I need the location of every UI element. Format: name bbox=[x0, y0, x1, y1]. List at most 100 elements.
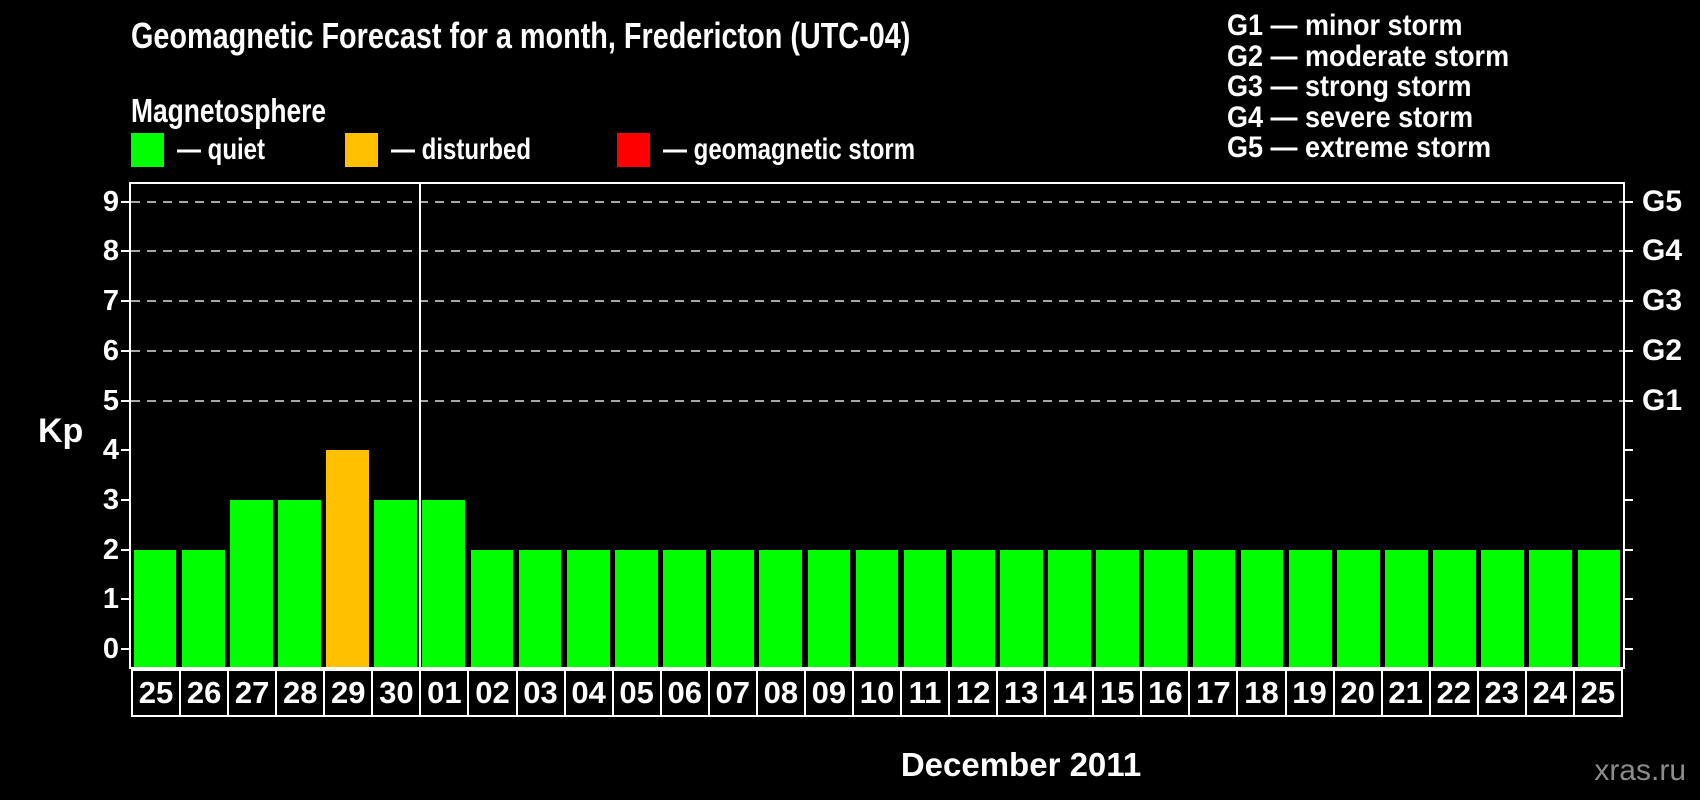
day-label-cell: 08 bbox=[755, 669, 806, 717]
y-axis-tick-right bbox=[1623, 449, 1633, 452]
kp-bar bbox=[1481, 549, 1525, 667]
y-axis-tick-label: 0 bbox=[102, 633, 119, 665]
kp-bar bbox=[614, 549, 658, 667]
day-label-cell: 04 bbox=[563, 669, 614, 717]
y-axis-tick-left bbox=[121, 648, 131, 650]
y-axis-tick-left bbox=[121, 598, 131, 601]
watermark: xras.ru bbox=[1594, 754, 1686, 787]
day-label-cell: 09 bbox=[803, 669, 854, 717]
kp-bar bbox=[326, 450, 369, 667]
storm-scale-legend-item-g2: G2 — moderate storm bbox=[1227, 39, 1510, 73]
kp-bar bbox=[470, 549, 514, 667]
y-axis-tick-right bbox=[1623, 399, 1633, 402]
day-label-cell: 07 bbox=[707, 669, 758, 717]
kp-bar bbox=[1096, 549, 1139, 667]
storm-scale-legend-item-g5: G5 — extreme storm bbox=[1227, 131, 1492, 165]
day-label-cell: 19 bbox=[1284, 669, 1335, 717]
day-label-cell: 25 bbox=[1572, 669, 1623, 717]
y-axis-tick-left bbox=[121, 349, 131, 352]
day-label-cell: 28 bbox=[275, 669, 326, 717]
day-label-cell: 10 bbox=[851, 669, 902, 717]
storm-color-swatch bbox=[617, 133, 650, 167]
day-label-cell: 21 bbox=[1380, 669, 1431, 717]
day-label-cell: 26 bbox=[179, 669, 230, 717]
y-axis-title: Kp bbox=[38, 412, 84, 450]
kp-bar bbox=[951, 549, 995, 667]
y-axis-tick-right bbox=[1623, 498, 1633, 501]
day-label-cell: 05 bbox=[611, 669, 662, 717]
day-label-cell: 03 bbox=[515, 669, 566, 717]
x-axis-title: December 2011 bbox=[900, 746, 1142, 783]
y-axis-tick-right bbox=[1623, 200, 1633, 203]
y-axis-tick-right bbox=[1623, 349, 1633, 352]
g-scale-axis-label: G1 bbox=[1642, 383, 1683, 417]
legend-item-disturbed: — disturbed bbox=[345, 133, 566, 167]
day-label-cell: 14 bbox=[1044, 669, 1095, 717]
y-axis-tick-label: 7 bbox=[102, 285, 119, 318]
y-axis-tick-label: 4 bbox=[102, 434, 119, 467]
g-scale-axis-label: G5 bbox=[1642, 184, 1683, 218]
y-axis-tick-label: 8 bbox=[102, 235, 119, 268]
y-axis-tick-left bbox=[121, 200, 131, 203]
y-axis-tick-left bbox=[121, 498, 131, 501]
kp-bar bbox=[133, 549, 177, 667]
y-axis-tick-label: 3 bbox=[102, 483, 119, 516]
y-axis-tick-right bbox=[1623, 598, 1633, 601]
kp-bar bbox=[278, 499, 321, 667]
chart-title: Geomagnetic Forecast for a month, Freder… bbox=[131, 15, 911, 56]
y-axis-tick-right bbox=[1623, 648, 1633, 650]
quiet-color-swatch bbox=[131, 133, 164, 167]
kp-bar bbox=[1336, 549, 1380, 667]
kp-bar bbox=[855, 549, 899, 667]
day-label-cell: 11 bbox=[900, 669, 951, 717]
y-axis-tick-label: 1 bbox=[102, 583, 119, 616]
y-axis-tick-left bbox=[121, 300, 131, 303]
disturbed-color-swatch bbox=[345, 133, 378, 167]
kp-bar bbox=[566, 549, 610, 667]
kp-bar bbox=[1144, 549, 1188, 667]
kp-bar bbox=[229, 499, 273, 667]
legend-item-quiet-label: — quiet bbox=[177, 133, 265, 166]
gridline bbox=[131, 349, 1623, 352]
legend-item-storm: — geomagnetic storm bbox=[617, 133, 978, 167]
kp-bar bbox=[1433, 549, 1476, 667]
day-label-cell: 24 bbox=[1524, 669, 1575, 717]
g-scale-axis-label: G2 bbox=[1642, 333, 1683, 367]
kp-bar bbox=[1048, 549, 1091, 667]
y-axis-tick-label: 2 bbox=[102, 533, 119, 566]
kp-bar bbox=[181, 549, 225, 667]
kp-bar bbox=[807, 549, 851, 667]
day-label-cell: 18 bbox=[1236, 669, 1287, 717]
y-axis-tick-left bbox=[121, 449, 131, 452]
day-label-cell: 01 bbox=[419, 669, 470, 717]
kp-bar bbox=[374, 499, 418, 667]
kp-bar bbox=[759, 549, 803, 667]
kp-bar bbox=[663, 549, 706, 667]
y-axis-tick-right bbox=[1623, 250, 1633, 253]
y-axis-tick-right bbox=[1623, 300, 1633, 303]
day-label-cell: 29 bbox=[323, 669, 374, 717]
storm-scale-legend: G1 — minor storm G2 — moderate storm G3 … bbox=[1227, 10, 1700, 165]
legend-item-storm-label: — geomagnetic storm bbox=[663, 133, 916, 166]
kp-bar bbox=[422, 499, 466, 667]
day-label-cell: 12 bbox=[948, 669, 999, 717]
gridline bbox=[131, 200, 1623, 203]
y-axis-tick-right bbox=[1623, 548, 1633, 551]
day-label-cell: 15 bbox=[1092, 669, 1143, 717]
day-label-cell: 23 bbox=[1476, 669, 1527, 717]
y-axis-tick-label: 9 bbox=[102, 185, 119, 218]
month-separator-line bbox=[418, 184, 421, 667]
x-axis-day-labels: 25 26 27 28 29 30 01 02 03 04 05 06 07 08 09 10 11 12 13 14… bbox=[131, 669, 1623, 717]
day-label-cell: 30 bbox=[371, 669, 422, 717]
kp-bar bbox=[1385, 549, 1428, 667]
day-label-cell: 20 bbox=[1332, 669, 1383, 717]
storm-scale-legend-item-g4: G4 — severe storm bbox=[1227, 100, 1474, 134]
kp-bar bbox=[711, 549, 754, 667]
day-label-cell: 06 bbox=[659, 669, 710, 717]
gridline bbox=[131, 300, 1623, 303]
day-label-cell: 02 bbox=[467, 669, 518, 717]
kp-bar bbox=[1192, 549, 1236, 667]
y-axis-tick-left bbox=[121, 399, 131, 402]
day-label-cell: 25 bbox=[131, 669, 182, 717]
